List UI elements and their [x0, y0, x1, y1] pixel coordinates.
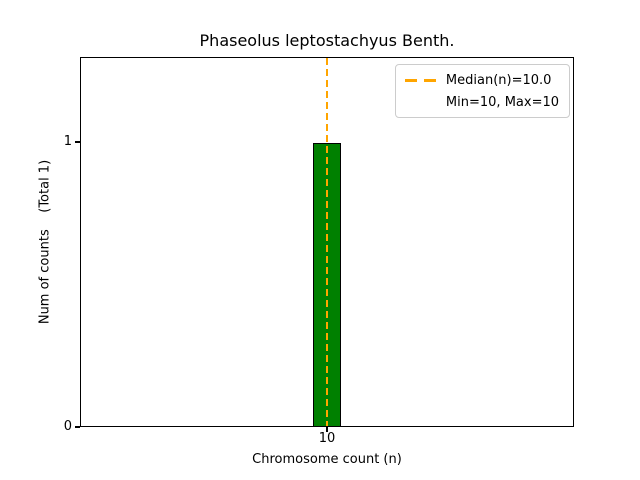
x-tick-mark-10 — [326, 427, 328, 432]
x-tick-label-10: 10 — [318, 431, 336, 446]
chart-title: Phaseolus leptostachyus Benth. — [199, 31, 455, 50]
median-dashed-line — [326, 58, 328, 426]
y-tick-label-1: 1 — [63, 134, 72, 149]
legend-box: Median(n)=10.0 Min=10, Max=10 — [394, 64, 570, 118]
orange-dashed-line-icon — [404, 78, 436, 82]
x-axis-label: Chromosome count (n) — [252, 452, 402, 467]
legend-label-minmax: Min=10, Max=10 — [445, 94, 559, 110]
y-tick-mark-1 — [75, 141, 80, 143]
y-tick-mark-0 — [75, 426, 80, 428]
legend-marker-blank — [405, 101, 436, 104]
plot-area: Median(n)=10.0 Min=10, Max=10 — [80, 57, 574, 427]
y-tick-label-0: 0 — [63, 419, 72, 434]
legend-label-median: Median(n)=10.0 — [445, 72, 552, 88]
legend-entry-minmax: Min=10, Max=10 — [405, 93, 559, 111]
legend-entry-median: Median(n)=10.0 — [404, 71, 559, 89]
y-axis-label: Num of counts (Total 1) — [37, 159, 53, 325]
